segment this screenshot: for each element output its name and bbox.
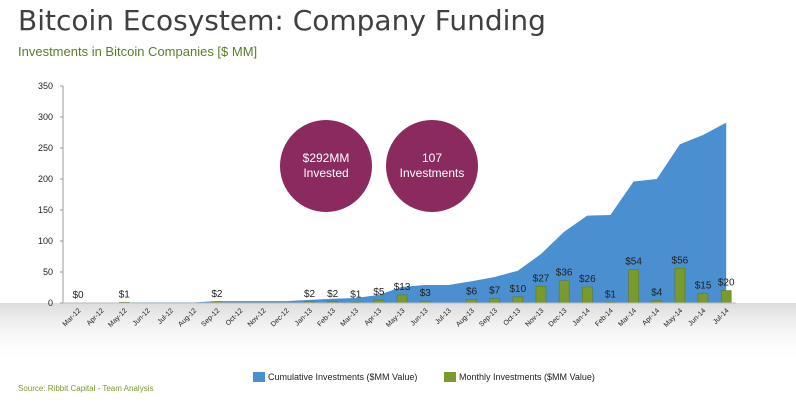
monthly-data-label: $26 [579,274,596,285]
legend-cumulative-label: Cumulative Investments ($MM Value) [268,372,418,382]
monthly-bar [628,269,639,304]
monthly-data-label: $2 [327,289,339,300]
legend-monthly: Monthly Investments ($MM Value) [444,372,595,382]
monthly-data-label: $36 [556,268,573,279]
monthly-data-label: $6 [466,286,478,297]
monthly-data-label: $2 [304,289,316,300]
y-tick-label: 200 [38,174,53,184]
monthly-data-label: $7 [489,286,501,297]
monthly-bar [674,267,686,304]
total-investments-label: Investments [399,166,465,180]
monthly-bar [512,296,524,304]
monthly-bar [697,293,709,304]
monthly-bar [489,298,501,304]
monthly-data-label: $10 [510,284,527,295]
monthly-bar [720,290,732,304]
y-tick-label: 350 [38,81,53,91]
monthly-bar [396,294,408,304]
y-tick-label: 250 [38,143,53,153]
cumulative-area [78,122,727,303]
monthly-data-label: $15 [695,281,712,292]
monthly-data-label: $20 [718,278,735,289]
chart-subtitle: Investments in Bitcoin Companies [$ MM] [18,44,258,59]
monthly-data-label: $54 [625,257,642,268]
legend-monthly-label: Monthly Investments ($MM Value) [459,372,595,382]
total-investments-bubble: 107 Investments [386,120,478,212]
y-tick-label: 150 [38,205,53,215]
total-invested-value: $292MM [302,151,350,165]
total-investments-value: 107 [421,151,443,165]
monthly-bar [466,298,477,304]
monthly-bar [535,285,547,304]
floor-shadow [0,303,796,363]
y-tick-label: 0 [48,298,53,308]
monthly-data-label: $4 [651,288,663,299]
monthly-data-label: $1 [119,289,131,300]
legend-monthly-swatch [444,372,456,382]
total-invested-label: Invested [303,166,349,180]
y-tick-label: 100 [38,236,53,246]
page-title: Bitcoin Ecosystem: Company Funding [18,4,546,37]
monthly-data-label: $2 [211,289,223,300]
monthly-bar [581,286,593,304]
y-tick-label: 50 [43,267,53,277]
monthly-data-label: $27 [533,273,550,284]
legend-cumulative-swatch [253,372,265,382]
legend-cumulative: Cumulative Investments ($MM Value) [253,372,417,382]
monthly-data-label: $0 [72,290,84,301]
monthly-data-label: $1 [605,289,617,300]
monthly-data-label: $3 [420,288,432,299]
monthly-data-label: $1 [350,289,362,300]
monthly-bar [558,280,570,304]
total-invested-bubble: $292MM Invested [280,120,372,212]
monthly-data-label: $13 [394,282,411,293]
source-note: Source: Ribbit Capital - Team Analysis [18,384,154,393]
y-tick-label: 300 [38,112,53,122]
monthly-data-label: $5 [373,287,385,298]
monthly-data-label: $56 [672,255,689,266]
